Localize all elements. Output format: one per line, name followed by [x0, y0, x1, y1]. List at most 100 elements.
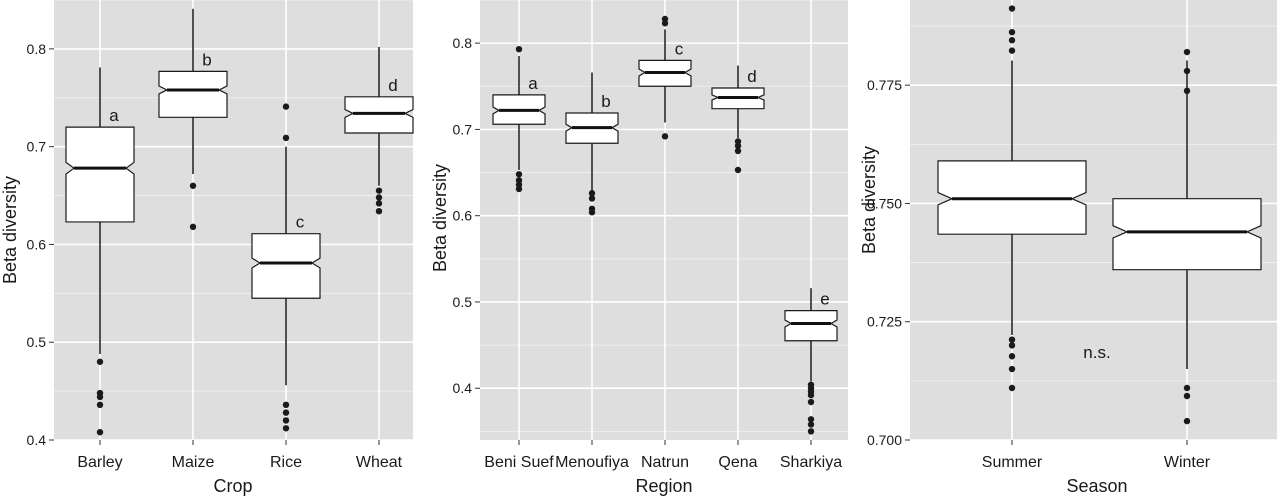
- x-tick-label: Qena: [718, 454, 757, 471]
- season-panel: 0.700 0.725 0.750 0.775 Summer Winter Season…: [859, 0, 1277, 496]
- outlier-point: [807, 428, 815, 435]
- y-tick-label: 0.750: [867, 195, 902, 211]
- outlier-point: [1183, 417, 1191, 425]
- outlier-point: [734, 147, 742, 155]
- outlier-point: [375, 208, 383, 215]
- outlier-point: [282, 409, 290, 416]
- outlier-point: [282, 425, 290, 432]
- box-menoufiya: b: [565, 72, 619, 216]
- x-tick-label: Natrun: [641, 454, 689, 471]
- y-tick-label: 0.700: [867, 432, 902, 448]
- outlier-point: [588, 195, 596, 202]
- outlier-point: [1008, 47, 1016, 54]
- x-axis-title: Region: [635, 476, 692, 496]
- y-tick-label: 0.8: [453, 35, 473, 51]
- outlier-point: [1008, 353, 1016, 360]
- outlier-point: [1008, 336, 1016, 343]
- significance-letter: c: [296, 213, 305, 232]
- outlier-point: [282, 401, 290, 408]
- outlier-point: [807, 391, 815, 399]
- outlier-point: [1008, 5, 1016, 12]
- outlier-point: [96, 428, 104, 436]
- x-axis-ticks: Barley Maize Rice Wheat: [77, 440, 403, 471]
- significance-letter: b: [202, 50, 211, 69]
- outlier-point: [1008, 365, 1016, 373]
- x-tick-label: Sharkiya: [780, 454, 842, 471]
- y-axis-title: Beta diversity: [0, 176, 20, 284]
- y-tick-label: 0.6: [27, 236, 47, 252]
- box-maize: b: [158, 8, 228, 231]
- outlier-point: [734, 166, 742, 174]
- x-tick-label: Winter: [1164, 454, 1211, 471]
- y-tick-label: 0.4: [453, 380, 473, 396]
- outlier-point: [1008, 342, 1016, 349]
- outlier-point: [1183, 87, 1191, 95]
- significance-letter: a: [109, 106, 119, 125]
- y-tick-label: 0.6: [453, 208, 473, 224]
- y-tick-label: 0.4: [27, 432, 47, 448]
- outlier-point: [96, 401, 104, 408]
- box-rice: c: [251, 103, 321, 432]
- y-tick-label: 0.725: [867, 314, 902, 330]
- outlier-point: [1008, 384, 1016, 392]
- y-axis-ticks: 0.700 0.725 0.750 0.775: [867, 77, 910, 448]
- outlier-point: [515, 45, 523, 53]
- outlier-point: [96, 393, 104, 401]
- significance-letter: d: [747, 67, 756, 86]
- outlier-point: [588, 190, 596, 197]
- y-tick-label: 0.8: [27, 41, 47, 57]
- outlier-point: [282, 417, 290, 424]
- significance-letter: d: [388, 76, 397, 95]
- box-barley: a: [65, 67, 135, 436]
- significance-letter: a: [528, 74, 538, 93]
- x-tick-label: Maize: [172, 454, 215, 471]
- x-axis-title: Season: [1066, 476, 1127, 496]
- outlier-point: [1008, 28, 1016, 36]
- box-sharkiya: e: [784, 288, 838, 435]
- outlier-point: [515, 171, 523, 178]
- x-axis-ticks: Beni Suef Menoufiya Natrun Qena Sharkiya: [484, 440, 842, 471]
- outlier-point: [375, 200, 383, 207]
- significance-annotation: n.s.: [1083, 343, 1110, 362]
- y-tick-label: 0.7: [453, 121, 473, 137]
- x-axis-title: Crop: [213, 476, 252, 496]
- box-body: [784, 309, 838, 342]
- outlier-point: [734, 142, 742, 150]
- x-tick-label: Wheat: [356, 454, 403, 471]
- box-beni-suef: a: [492, 45, 546, 193]
- outlier-point: [375, 187, 383, 194]
- outlier-point: [1008, 37, 1016, 44]
- outlier-point: [1183, 48, 1191, 56]
- region-panel: a b c d e 0.4 0.5 0.6 0.7 0.8 Beni Suef Menoufiya…: [430, 0, 848, 496]
- outlier-point: [189, 182, 197, 189]
- box-winter: [1112, 48, 1262, 425]
- outlier-point: [282, 103, 290, 110]
- outlier-point: [807, 398, 815, 406]
- y-axis-ticks: 0.4 0.5 0.6 0.7 0.8: [27, 41, 54, 448]
- outlier-point: [282, 134, 290, 142]
- box-body: [251, 233, 321, 299]
- outlier-point: [807, 416, 815, 423]
- outlier-point: [661, 20, 669, 27]
- significance-letter: e: [820, 290, 829, 309]
- box-body: [65, 126, 135, 223]
- boxplots: a b c d e: [492, 15, 838, 435]
- box-body: [158, 70, 228, 118]
- y-axis-title: Beta diversity: [859, 146, 879, 254]
- significance-letter: b: [601, 92, 610, 111]
- outlier-point: [189, 223, 197, 231]
- y-tick-label: 0.5: [453, 294, 473, 310]
- box-natrun: c: [638, 15, 692, 140]
- x-tick-label: Menoufiya: [555, 454, 629, 471]
- box-wheat: d: [344, 46, 414, 215]
- box-body: [1112, 198, 1262, 271]
- box-qena: d: [711, 65, 765, 174]
- outlier-point: [1183, 67, 1191, 75]
- y-tick-label: 0.775: [867, 77, 902, 93]
- box-summer: [937, 5, 1087, 392]
- x-tick-label: Rice: [270, 454, 302, 471]
- boxplots: [937, 5, 1262, 425]
- x-tick-label: Summer: [982, 454, 1043, 471]
- significance-letter: c: [675, 39, 684, 58]
